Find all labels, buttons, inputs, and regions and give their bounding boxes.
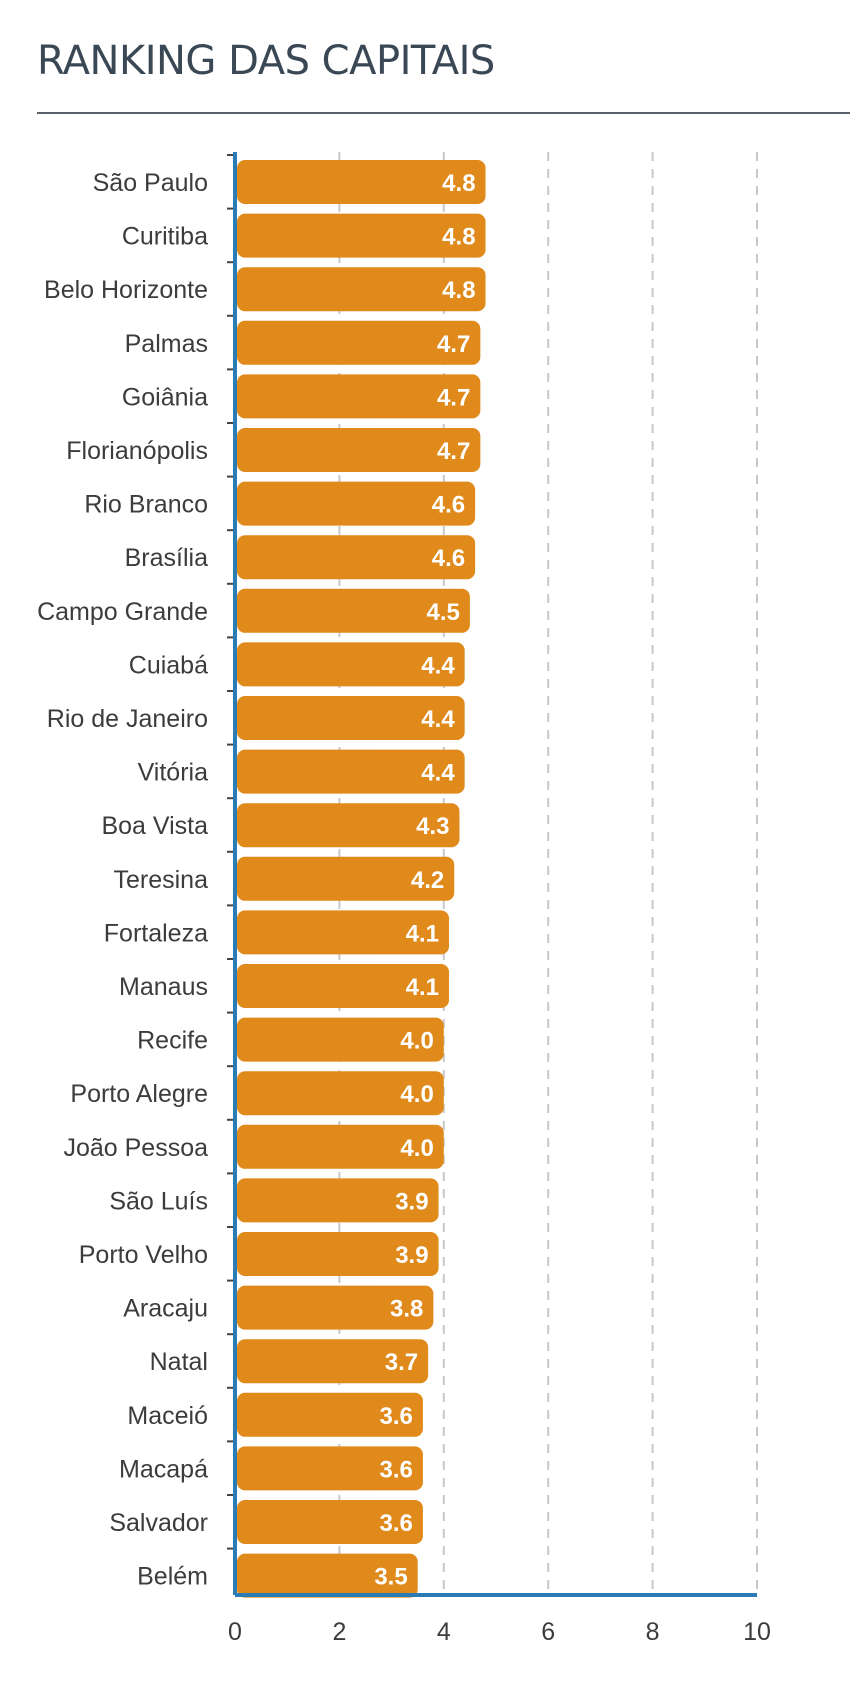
bar [237, 1178, 439, 1223]
bar [237, 160, 486, 204]
category-label: Rio Branco [84, 491, 208, 519]
category-label: Porto Velho [79, 1241, 208, 1269]
category-label: Porto Alegre [70, 1080, 208, 1108]
bar [237, 1553, 418, 1598]
bar-value-label: 4.2 [411, 867, 444, 894]
category-label: Maceió [127, 1402, 208, 1430]
x-tick-label: 0 [228, 1618, 242, 1646]
bar-value-label: 4.5 [427, 599, 460, 626]
bar-value-label: 4.7 [437, 331, 470, 358]
bar-value-label: 4.1 [406, 974, 439, 1001]
bar-value-label: 4.0 [400, 1028, 433, 1055]
bar [237, 1500, 423, 1544]
bar [237, 803, 460, 848]
bar-value-label: 4.8 [442, 277, 475, 304]
category-label: Cuiabá [129, 651, 208, 679]
bar [237, 481, 476, 526]
bar [237, 1071, 444, 1116]
bar-value-label: 4.7 [437, 438, 470, 465]
category-label: Florianópolis [66, 437, 208, 465]
bar-value-label: 3.9 [395, 1188, 428, 1215]
bar-value-label: 3.6 [380, 1456, 413, 1483]
bar [237, 964, 450, 1008]
bar [237, 1339, 429, 1384]
bar [237, 1017, 444, 1062]
bar-value-label: 4.7 [437, 384, 470, 411]
bar-value-label: 3.9 [395, 1242, 428, 1269]
category-labels: São Paulo Curitiba Belo Horizonte Palmas Goi… [37, 169, 208, 1591]
x-tick-label: 4 [437, 1618, 451, 1646]
category-label: Natal [150, 1348, 208, 1376]
bar-value-label: 4.1 [406, 920, 439, 947]
category-label: Belém [137, 1563, 208, 1591]
category-label: Brasília [125, 544, 208, 572]
category-label: Vitória [138, 759, 209, 787]
bar [237, 910, 450, 955]
bar-value-label: 4.4 [421, 706, 455, 733]
category-label: São Paulo [93, 169, 208, 197]
bar [237, 1285, 434, 1330]
category-label: Boa Vista [101, 812, 208, 840]
bar-value-label: 4.3 [416, 813, 449, 840]
category-label: Recife [137, 1027, 208, 1055]
bar [237, 374, 481, 419]
bar [237, 749, 465, 794]
category-label: Rio de Janeiro [47, 705, 208, 733]
category-label: João Pessoa [63, 1134, 208, 1162]
x-tick-label: 8 [646, 1618, 660, 1646]
bar-value-label: 4.0 [400, 1135, 433, 1162]
axes: 0 2 4 6 8 10 [227, 152, 771, 1646]
bar-value-label: 3.6 [380, 1403, 413, 1430]
bar-value-label: 4.8 [442, 224, 475, 251]
bar [237, 588, 470, 633]
category-label: Palmas [125, 330, 208, 358]
page-title: RANKING DAS CAPITAIS [37, 38, 495, 84]
bar [237, 1232, 439, 1276]
bar [237, 535, 476, 580]
bar [237, 213, 486, 258]
x-tick-label: 10 [743, 1618, 771, 1646]
bar [237, 267, 486, 312]
bar-value-label: 4.0 [400, 1081, 433, 1108]
category-label: Aracaju [123, 1295, 208, 1323]
bar-value-label: 4.4 [421, 760, 455, 787]
bar [237, 428, 481, 472]
bars: 4.8 4.8 4.8 4.7 4.7 4.7 4.6 4.6 4.5 4.4 4.4 4.4 4.3 4… [237, 160, 486, 1598]
category-label: Teresina [114, 866, 209, 894]
category-label: São Luís [109, 1187, 208, 1215]
category-label: Goiânia [122, 383, 208, 411]
title-divider [37, 112, 850, 114]
bar [237, 696, 465, 740]
bar-value-label: 4.4 [421, 652, 455, 679]
bar-value-label: 3.5 [374, 1564, 407, 1591]
category-label: Salvador [109, 1509, 208, 1537]
category-label: Macapá [119, 1455, 208, 1483]
x-tick-label: 2 [332, 1618, 346, 1646]
category-label: Fortaleza [104, 919, 208, 947]
bar-value-label: 4.6 [432, 545, 465, 572]
bar [237, 1446, 423, 1491]
category-label: Campo Grande [37, 598, 208, 626]
bar [237, 856, 455, 901]
bar-value-label: 3.6 [380, 1510, 413, 1537]
bar-value-label: 3.7 [385, 1349, 418, 1376]
bar [237, 1124, 444, 1169]
x-tick-label: 6 [541, 1618, 555, 1646]
bar-value-label: 3.8 [390, 1296, 423, 1323]
category-label: Curitiba [122, 223, 208, 251]
bar [237, 642, 465, 687]
bar [237, 320, 481, 365]
category-label: Manaus [119, 973, 208, 1001]
category-label: Belo Horizonte [44, 276, 208, 304]
bar-value-label: 4.6 [432, 492, 465, 519]
bar-value-label: 4.8 [442, 170, 475, 197]
bar [237, 1392, 423, 1437]
